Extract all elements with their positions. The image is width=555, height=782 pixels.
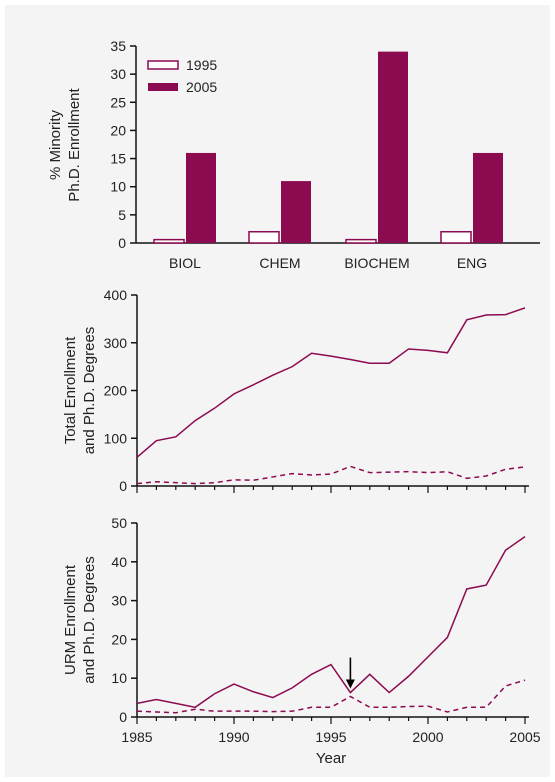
y-tick-label: 35 <box>110 38 126 54</box>
legend-label-1995: 1995 <box>186 57 217 73</box>
y-tick-label: 400 <box>104 287 128 303</box>
x-tick-label: 2000 <box>412 729 443 745</box>
annotation-arrow-head <box>345 679 355 689</box>
urm-line-chart-panel: 0 10 20 30 40 50 1985 1990 1995 2000 2005 Year URM E… <box>62 515 541 767</box>
y-tick-label: 10 <box>111 670 127 686</box>
y-tick-label: 5 <box>118 207 126 223</box>
y-tick-label: 0 <box>118 235 126 251</box>
category-label: BIOL <box>169 255 201 271</box>
category-label: CHEM <box>259 255 300 271</box>
y-axis-label-line: Ph.D. Enrollment <box>66 87 83 201</box>
y-tick-label: 25 <box>110 94 126 110</box>
y-axis-label-line: % Minority <box>47 109 64 180</box>
y-tick-label: 30 <box>111 593 127 609</box>
figure-panel <box>5 5 550 777</box>
y-tick-label: 0 <box>119 478 127 494</box>
y-tick-label: 40 <box>111 554 127 570</box>
y-tick-label: 100 <box>104 430 128 446</box>
bar-1995 <box>153 238 185 244</box>
x-tick-label: 1990 <box>218 729 249 745</box>
x-tick-label: 2005 <box>509 729 540 745</box>
legend-label-2005: 2005 <box>186 79 217 95</box>
degrees-line-dashed <box>136 465 526 485</box>
y-tick-label: 10 <box>110 179 126 195</box>
enrollment-line-solid <box>136 307 526 458</box>
category-label: BIOCHEM <box>344 255 409 271</box>
bar-2005 <box>473 152 503 243</box>
bar-1995 <box>248 230 280 244</box>
bar-2005 <box>378 51 408 243</box>
y-tick-label: 0 <box>119 709 127 725</box>
y-axis-label: Total Enrollment and Ph.D. Degrees <box>62 327 98 455</box>
y-tick-label: 50 <box>111 515 127 531</box>
x-tick-label: 1985 <box>121 729 152 745</box>
y-axis-label-line: and Ph.D. Degrees <box>81 556 98 684</box>
y-axis-label-line: and Ph.D. Degrees <box>81 327 98 455</box>
y-axis-label: % Minority Ph.D. Enrollment <box>47 87 83 201</box>
y-axis-label-line: Total Enrollment <box>62 336 79 444</box>
bar-1995 <box>345 238 377 244</box>
y-tick-label: 200 <box>104 383 128 399</box>
bar-2005 <box>186 152 216 243</box>
y-tick-label: 30 <box>110 66 126 82</box>
bar-chart-panel: 0 5 10 15 20 25 30 35 BIOL CHEM BIOCHEM ENG 1995 2005… <box>47 38 540 271</box>
x-axis-label: Year <box>316 750 346 767</box>
y-tick-label: 20 <box>111 631 127 647</box>
y-tick-label: 300 <box>104 335 128 351</box>
total-line-chart-panel: 0 100 200 300 400 Total Enrollment and Ph.D. D… <box>62 287 529 494</box>
x-tick-label: 1995 <box>315 729 346 745</box>
y-axis-label: URM Enrollment and Ph.D. Degrees <box>62 556 98 684</box>
category-label: ENG <box>457 255 487 271</box>
enrollment-line-solid <box>136 535 526 709</box>
legend-swatch-1995 <box>147 60 179 70</box>
degrees-line-dashed <box>136 679 526 714</box>
bar-2005 <box>281 181 311 243</box>
bar-1995 <box>440 230 472 244</box>
legend-swatch-2005 <box>148 83 178 91</box>
y-axis-label-line: URM Enrollment <box>62 564 79 675</box>
y-tick-label: 15 <box>110 151 126 167</box>
y-tick-label: 20 <box>110 122 126 138</box>
